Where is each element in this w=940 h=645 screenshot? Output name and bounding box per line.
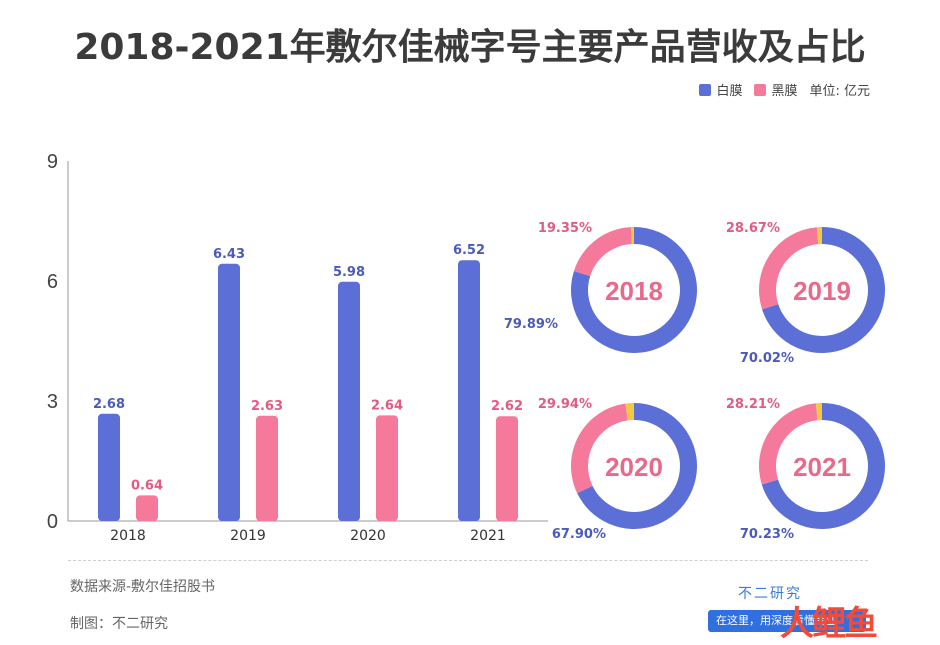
bar-value-label: 2.68 — [93, 397, 125, 412]
donut-white-label: 67.90% — [552, 527, 606, 542]
x-tick-label: 2019 — [230, 528, 266, 544]
source-note: 数据来源-敷尔佳招股书 — [70, 579, 216, 595]
bar-black — [376, 415, 398, 521]
donut-white-label: 79.89% — [504, 317, 558, 332]
bar-white — [98, 413, 120, 521]
y-tick-label: 3 — [47, 391, 58, 413]
bar-value-label: 0.64 — [131, 478, 163, 493]
brand-name: 不二研究 — [738, 586, 802, 602]
bar-value-label: 5.98 — [333, 265, 365, 280]
donut-slice-black — [573, 227, 632, 277]
donut-slice-black — [759, 227, 819, 310]
bar-value-label: 2.63 — [251, 399, 283, 414]
maker-note: 制图：不二研究 — [70, 616, 168, 632]
donut-year-label: 2019 — [793, 276, 851, 306]
legend-item-black: 黑膜 — [754, 80, 797, 99]
y-tick-label: 6 — [47, 271, 58, 293]
legend-label-white: 白膜 — [716, 84, 743, 99]
chart-title: 2018-2021年敷尔佳械字号主要产品营收及占比 — [74, 27, 866, 68]
donut-black-label: 28.67% — [726, 221, 780, 236]
bar-value-label: 6.52 — [453, 243, 485, 258]
donut-white-label: 70.23% — [740, 527, 794, 542]
y-tick-label: 9 — [47, 151, 58, 173]
site-logo: 人鲤鱼 — [780, 604, 878, 644]
legend-swatch-white — [699, 83, 712, 96]
bar-white — [458, 260, 480, 521]
donut-year-label: 2020 — [605, 452, 663, 482]
donut-black-label: 28.21% — [726, 397, 780, 412]
x-tick-label: 2021 — [470, 528, 506, 544]
legend-unit: 单位: 亿元 — [809, 84, 870, 99]
donut-slice-other — [625, 403, 634, 421]
donut-slice-black — [759, 403, 818, 485]
bar-black — [136, 495, 158, 521]
donut-white-label: 70.02% — [740, 351, 794, 366]
y-tick-label: 0 — [47, 511, 58, 533]
donut-slice-other — [630, 227, 634, 245]
bar-white — [338, 281, 360, 521]
legend-swatch-black — [754, 83, 767, 96]
footer-divider — [68, 560, 868, 561]
x-tick-label: 2020 — [350, 528, 386, 544]
legend-item-white: 白膜 — [699, 80, 742, 99]
legend-label-black: 黑膜 — [771, 84, 798, 99]
bar-value-label: 2.62 — [491, 399, 523, 414]
legend: 白膜 黑膜 单位: 亿元 — [699, 80, 870, 99]
donut-slice-black — [571, 403, 628, 494]
donut-slice-other — [816, 227, 822, 245]
bar-black — [256, 415, 278, 521]
brand-banner: 在这里，用深度看懂商业 — [708, 610, 866, 632]
donut-year-label: 2018 — [605, 276, 663, 306]
donut-slice-other — [815, 403, 822, 421]
bar-value-label: 6.43 — [213, 247, 245, 262]
donut-year-label: 2021 — [793, 452, 851, 482]
bar-value-label: 2.64 — [371, 398, 403, 413]
donut-black-label: 29.94% — [538, 397, 592, 412]
bar-black — [496, 416, 518, 521]
bar-white — [218, 263, 240, 521]
x-tick-label: 2018 — [110, 528, 146, 544]
donut-black-label: 19.35% — [538, 221, 592, 236]
